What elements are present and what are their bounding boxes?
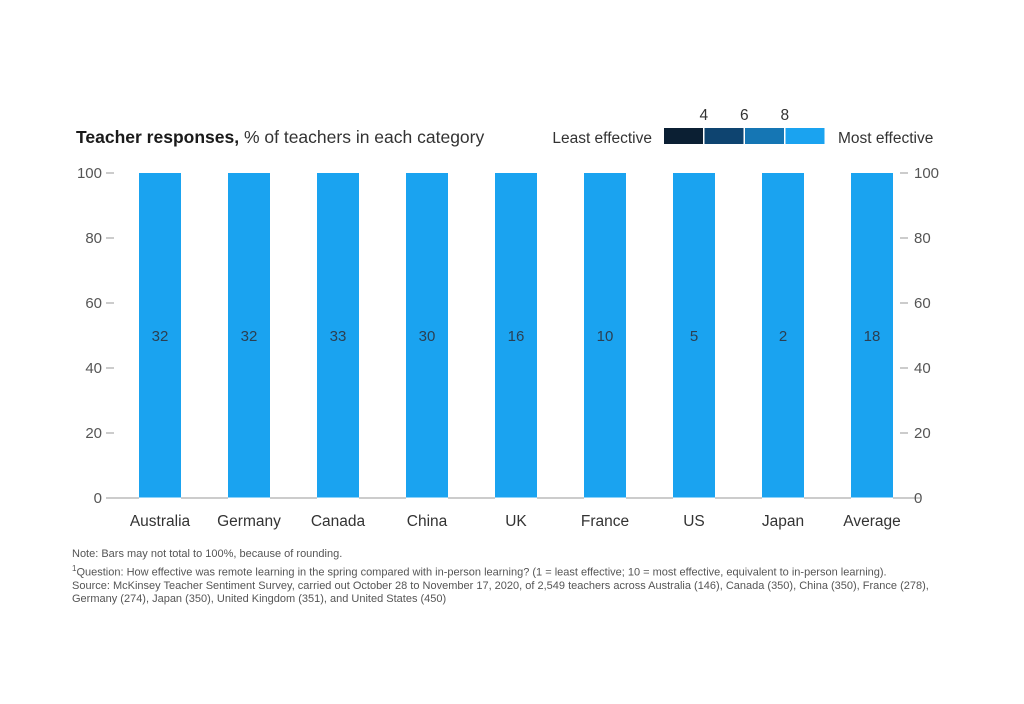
note-source: Source: McKinsey Teacher Sentiment Surve…	[72, 579, 929, 606]
bar-segment-label: 30	[419, 328, 436, 345]
legend-swatches	[664, 128, 825, 144]
legend-tick-label: 8	[780, 107, 789, 124]
bar-segment-label: 5	[690, 328, 698, 345]
bar-segment	[317, 173, 359, 498]
chart-title: Teacher responses, % of teachers in each…	[76, 127, 484, 147]
chart-title-rest: % of teachers in each category	[239, 127, 484, 147]
category-label: Germany	[217, 513, 281, 530]
category-label: Australia	[130, 513, 191, 530]
note-question-text: Question: How effective was remote learn…	[76, 566, 887, 579]
category-label: Japan	[762, 513, 804, 530]
y-tick-label-right: 20	[914, 425, 931, 442]
y-tick-label-right: 80	[914, 230, 931, 247]
bar-segment-label: 33	[330, 328, 347, 345]
note-question: 1Question: How effective was remote lear…	[72, 562, 952, 580]
y-tick-label-right: 40	[914, 360, 931, 377]
legend-left-label: Least effective	[552, 130, 652, 147]
category-labels: Australia Germany Canada China UK France US Jap…	[130, 513, 901, 530]
legend-swatch	[704, 128, 744, 144]
bar-segment	[851, 173, 893, 498]
category-label: China	[407, 513, 448, 530]
bar-segment	[228, 173, 270, 498]
chart-notes: Note: Bars may not total to 100%, becaus…	[72, 548, 952, 607]
y-tick-label-right: 100	[914, 165, 939, 182]
legend-tick-label: 4	[699, 107, 708, 124]
bar-segment	[495, 173, 537, 498]
category-label: France	[581, 513, 629, 530]
bar-segment	[762, 173, 804, 498]
y-tick-label-left: 0	[94, 490, 102, 507]
bar-segment	[139, 173, 181, 498]
legend-swatch	[785, 128, 825, 144]
legend-swatch	[664, 128, 703, 144]
bar-segment-label: 18	[864, 328, 881, 345]
legend-ticks: 4 6 8	[699, 107, 789, 124]
y-tick-label-right: 0	[914, 490, 922, 507]
bar-segment-label: 32	[152, 328, 169, 345]
bar-segment	[673, 173, 715, 498]
legend-swatch	[745, 128, 784, 144]
bar-segment-label: 16	[508, 328, 525, 345]
bar-segment-label: 2	[779, 328, 787, 345]
category-label: Canada	[311, 513, 366, 530]
category-label: UK	[505, 513, 527, 530]
chart-title-bold: Teacher responses,	[76, 127, 239, 147]
bar-segment	[584, 173, 626, 498]
bar-segment	[406, 173, 448, 498]
bars: 1110473216233032291720332528163029322316…	[139, 173, 893, 499]
y-tick-label-left: 20	[85, 425, 102, 442]
y-tick-label-left: 100	[77, 165, 102, 182]
bar-segment-label: 32	[241, 328, 258, 345]
y-tick-label-left: 60	[85, 295, 102, 312]
y-tick-label-left: 80	[85, 230, 102, 247]
category-label: US	[683, 513, 705, 530]
note-rounding: Note: Bars may not total to 100%, becaus…	[72, 548, 343, 560]
category-label: Average	[843, 513, 900, 530]
note-question-mark: 1	[72, 563, 77, 573]
bar-segment-label: 10	[597, 328, 614, 345]
legend: Least effective Most effective 4 6 8	[552, 107, 933, 147]
legend-tick-label: 6	[740, 107, 749, 124]
legend-right-label: Most effective	[838, 130, 933, 147]
y-tick-label-right: 60	[914, 295, 931, 312]
y-tick-label-left: 40	[85, 360, 102, 377]
